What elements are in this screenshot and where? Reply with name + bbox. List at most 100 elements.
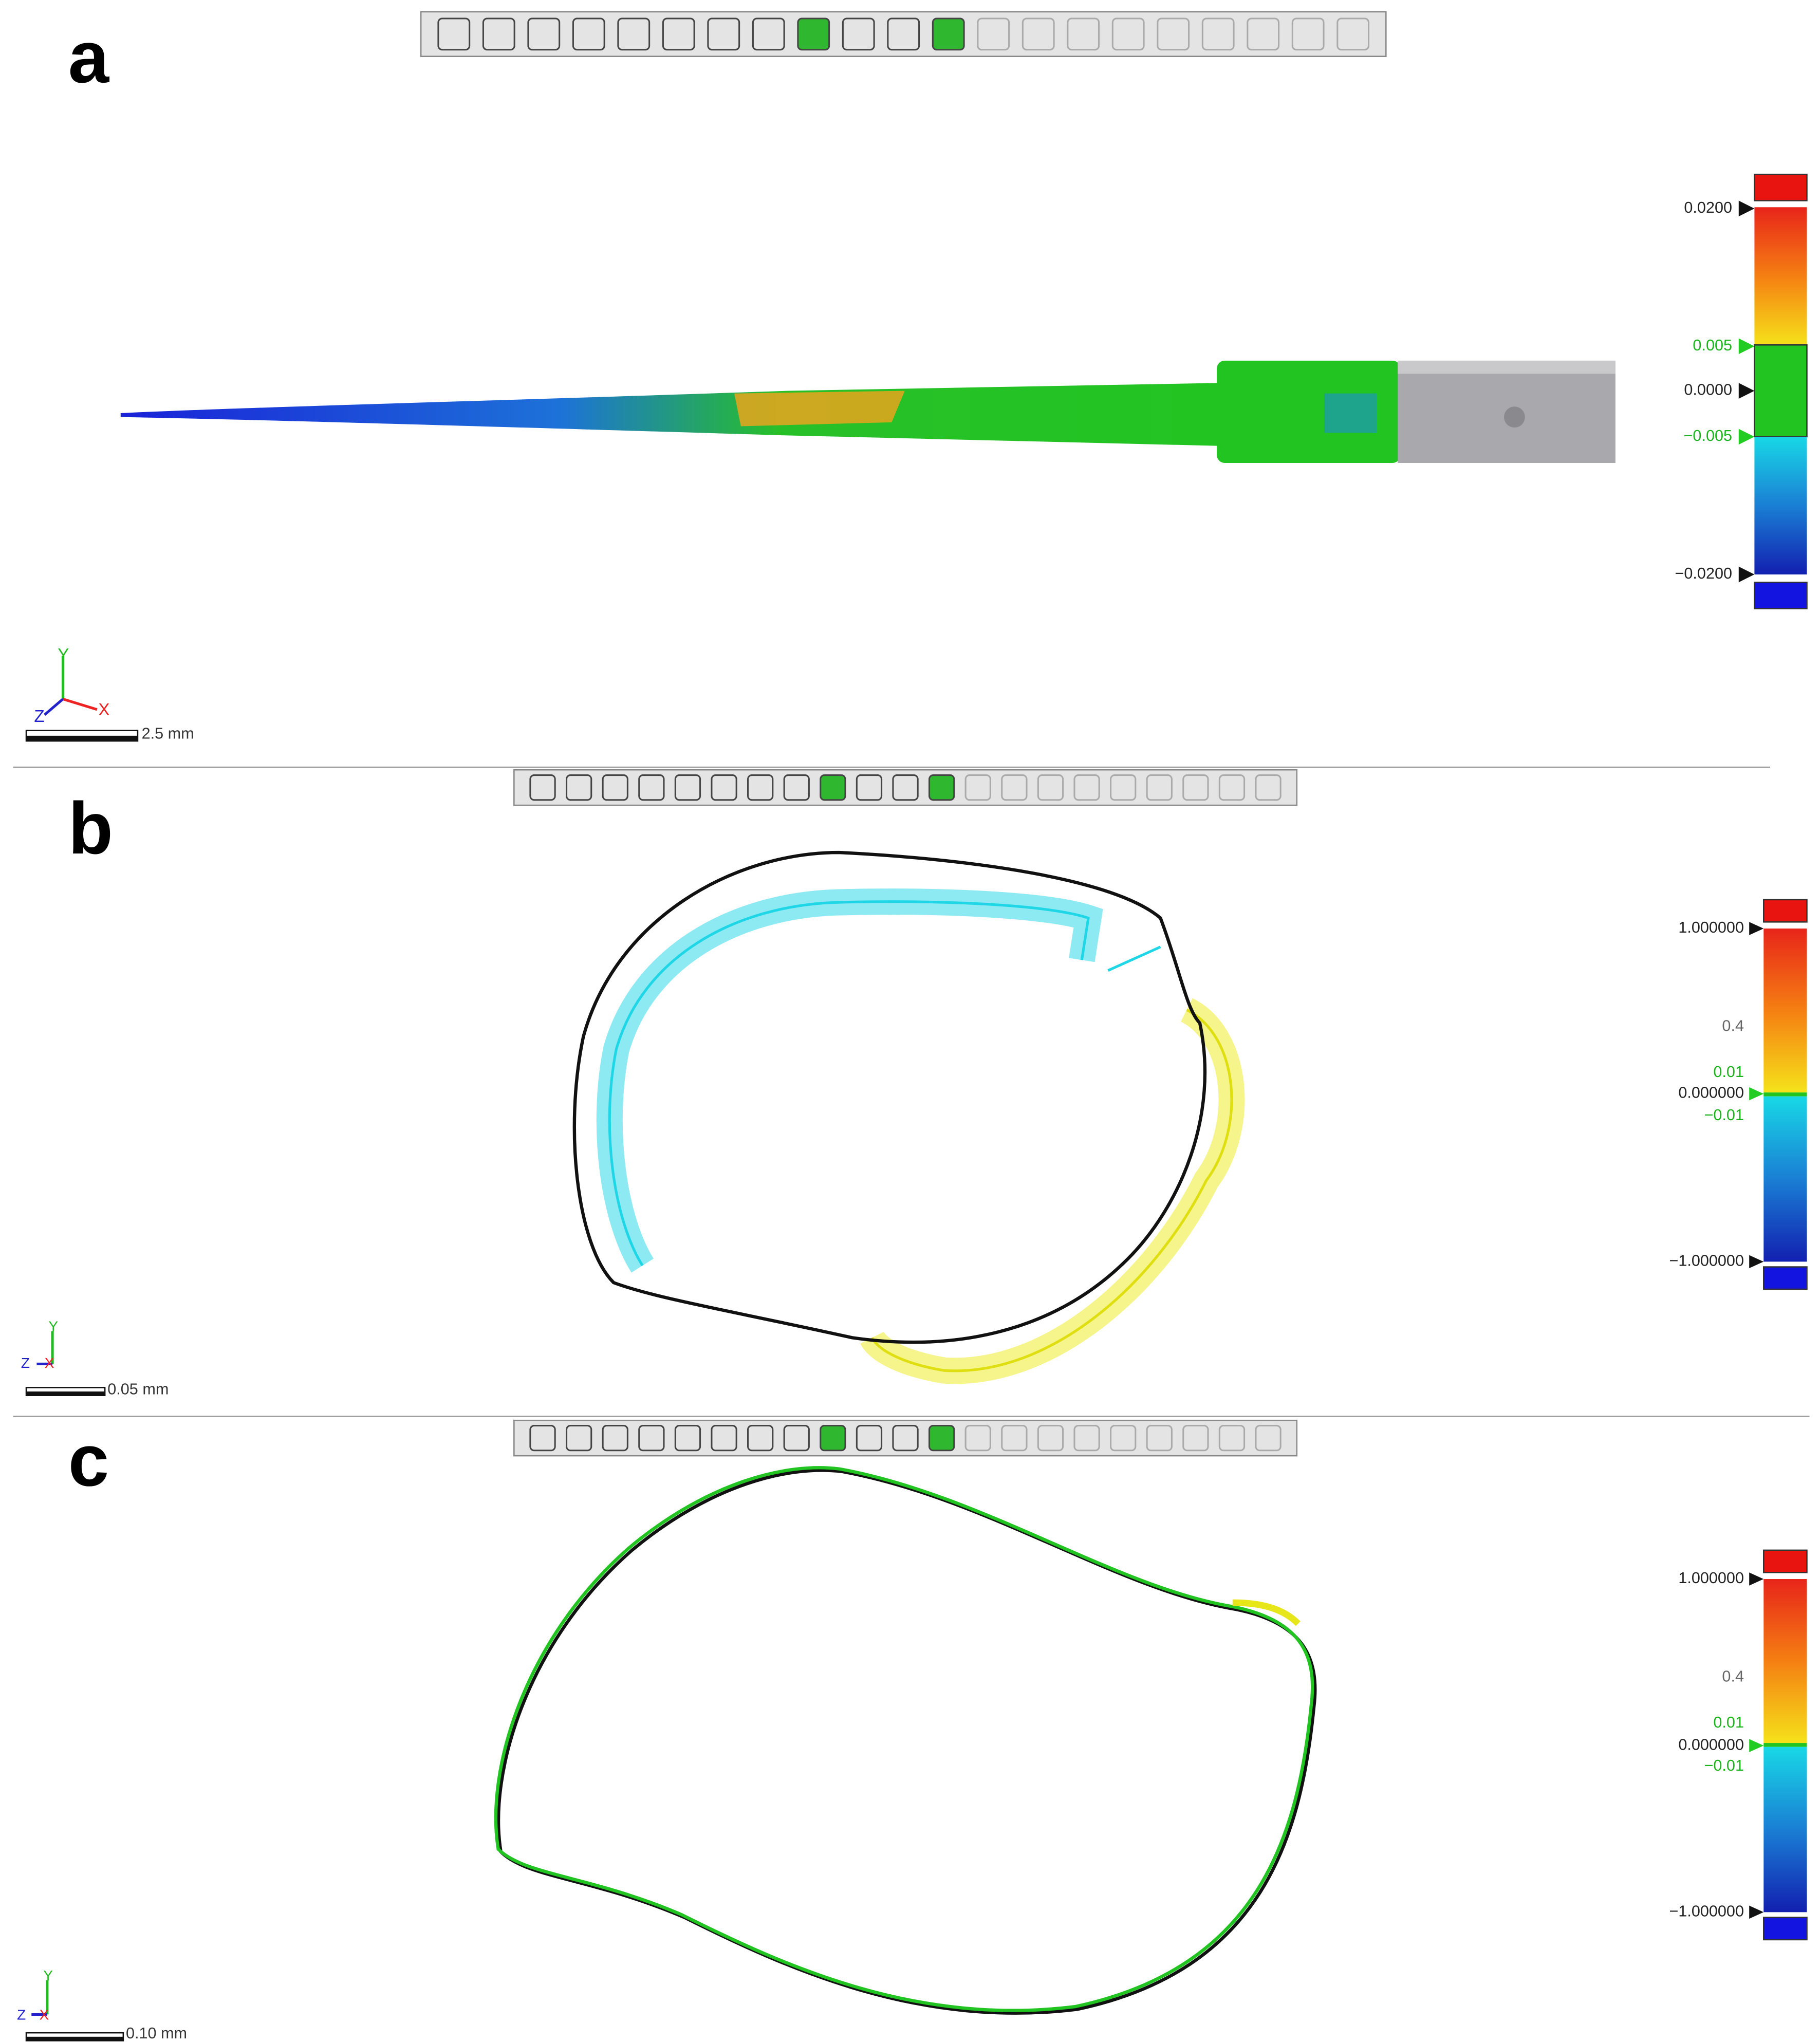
toolbar-button[interactable] <box>1291 17 1325 51</box>
toolbar-button[interactable] <box>437 17 471 51</box>
toolbar-button[interactable] <box>1111 17 1145 51</box>
scale-bar <box>26 735 138 741</box>
toolbar-button[interactable] <box>1022 17 1055 51</box>
scale-label: 0.000000 <box>1678 1736 1744 1753</box>
panel-label: b <box>68 788 113 869</box>
axis-letter: Y <box>48 1318 58 1334</box>
toolbar-button[interactable] <box>842 17 875 51</box>
scale-label: 1.000000 <box>1678 1569 1744 1587</box>
scale-bar <box>26 2036 123 2041</box>
toolbar-button[interactable] <box>527 17 561 51</box>
toolbar-button[interactable] <box>928 774 955 801</box>
toolbar-button[interactable] <box>1157 17 1190 51</box>
toolbar-button[interactable] <box>783 1424 810 1452</box>
toolbar-button[interactable] <box>566 1424 592 1452</box>
scale-label: −1.000000 <box>1669 1902 1744 1920</box>
toolbar-button[interactable] <box>977 17 1010 51</box>
toolbar-button[interactable] <box>1201 17 1235 51</box>
scale-bar-label: 0.10 mm <box>126 2025 187 2042</box>
toolbar-button[interactable] <box>1037 1424 1064 1452</box>
scale-label: −0.01 <box>1704 1106 1744 1124</box>
toolbar-button[interactable] <box>1001 1424 1028 1452</box>
scale-label: −0.0200 <box>1675 565 1732 582</box>
toolbar-button[interactable] <box>783 774 810 801</box>
toolbar-button[interactable] <box>572 17 605 51</box>
toolbar-button[interactable] <box>638 1424 665 1452</box>
toolbar-button[interactable] <box>1146 774 1173 801</box>
toolbar-button[interactable] <box>1247 17 1280 51</box>
axis-letter: Y <box>58 645 69 664</box>
toolbar-button[interactable] <box>674 774 701 801</box>
toolbar-button[interactable] <box>1110 1424 1137 1452</box>
toolbar-button[interactable] <box>964 1424 991 1452</box>
toolbar-button[interactable] <box>1255 1424 1282 1452</box>
toolbar <box>420 11 1387 58</box>
scale-bar <box>26 1391 105 1396</box>
toolbar-button[interactable] <box>932 17 965 51</box>
scale-label: 0.000000 <box>1678 1084 1744 1102</box>
toolbar-button[interactable] <box>1001 774 1028 801</box>
toolbar-button[interactable] <box>1037 774 1064 801</box>
toolbar-button[interactable] <box>964 774 991 801</box>
toolbar-button[interactable] <box>887 17 920 51</box>
toolbar-button[interactable] <box>1073 774 1100 801</box>
axis-letter: Z <box>21 1355 30 1371</box>
scale-label: 0.4 <box>1722 1668 1744 1685</box>
toolbar-button[interactable] <box>820 774 846 801</box>
toolbar-button[interactable] <box>856 774 883 801</box>
toolbar-button[interactable] <box>638 774 665 801</box>
scale-label: −0.01 <box>1704 1757 1744 1774</box>
section-deviation <box>572 850 1245 1384</box>
toolbar-button[interactable] <box>747 1424 774 1452</box>
toolbar-button[interactable] <box>529 774 556 801</box>
axis-triad <box>31 1980 49 2016</box>
toolbar-button[interactable] <box>928 1424 955 1452</box>
toolbar-button[interactable] <box>856 1424 883 1452</box>
toolbar-button[interactable] <box>1218 1424 1246 1452</box>
toolbar-button[interactable] <box>820 1424 846 1452</box>
toolbar-button[interactable] <box>617 17 651 51</box>
toolbar-button[interactable] <box>602 1424 628 1452</box>
color-scale <box>1738 174 1808 609</box>
toolbar-button[interactable] <box>1073 1424 1100 1452</box>
toolbar-button[interactable] <box>566 774 592 801</box>
color-scale <box>1749 1549 1808 1941</box>
axis-letter: X <box>98 700 109 719</box>
scale-label: −1.000000 <box>1669 1252 1744 1269</box>
toolbar-button[interactable] <box>1110 774 1137 801</box>
toolbar-button[interactable] <box>529 1424 556 1452</box>
toolbar-button[interactable] <box>892 774 919 801</box>
scale-label: 0.4 <box>1722 1017 1744 1035</box>
scale-label: 1.000000 <box>1678 919 1744 936</box>
color-scale <box>1749 899 1808 1290</box>
toolbar-button[interactable] <box>1182 774 1209 801</box>
toolbar-button[interactable] <box>707 17 740 51</box>
toolbar-button[interactable] <box>892 1424 919 1452</box>
toolbar-button[interactable] <box>711 774 737 801</box>
panel-label: c <box>68 1420 109 1501</box>
panel-label: a <box>68 16 110 98</box>
toolbar-button[interactable] <box>797 17 830 51</box>
scale-bar-label: 0.05 mm <box>107 1381 169 1398</box>
scale-label: 0.0000 <box>1684 381 1732 399</box>
toolbar-button[interactable] <box>1255 774 1282 801</box>
toolbar-button[interactable] <box>1182 1424 1209 1452</box>
section-deviation <box>494 1466 1317 2015</box>
toolbar-button[interactable] <box>662 17 695 51</box>
axis-triad <box>44 656 98 716</box>
toolbar-button[interactable] <box>1146 1424 1173 1452</box>
toolbar-button[interactable] <box>1067 17 1100 51</box>
axis-letter: Y <box>43 1967 53 1983</box>
toolbar-button[interactable] <box>1218 774 1246 801</box>
scale-label: 0.005 <box>1693 337 1732 354</box>
toolbar-button[interactable] <box>711 1424 737 1452</box>
scale-label: 0.01 <box>1713 1714 1744 1731</box>
axis-letter: X <box>40 2007 49 2022</box>
toolbar <box>513 1419 1298 1457</box>
toolbar-button[interactable] <box>674 1424 701 1452</box>
toolbar-button[interactable] <box>1336 17 1370 51</box>
toolbar-button[interactable] <box>747 774 774 801</box>
toolbar-button[interactable] <box>752 17 785 51</box>
toolbar-button[interactable] <box>482 17 515 51</box>
toolbar-button[interactable] <box>602 774 628 801</box>
